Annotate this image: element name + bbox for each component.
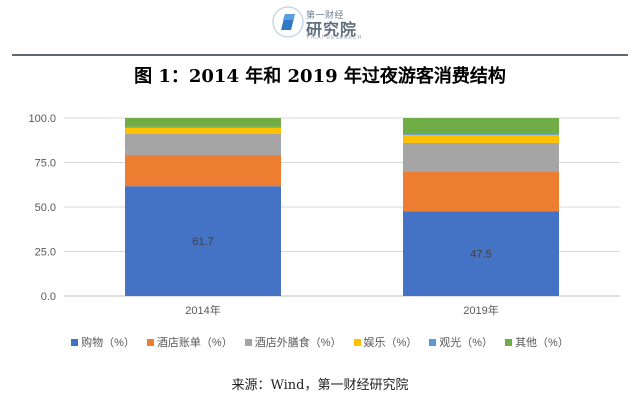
legend-item: 购物（%） <box>71 334 135 350</box>
brand-logo: 第一财经 研究院 YICAI RESEARCH <box>272 4 376 44</box>
y-tick-label: 0.0 <box>41 291 56 303</box>
bar-segment <box>403 171 559 212</box>
header-rule <box>12 54 628 56</box>
bar-segment <box>403 134 559 135</box>
bar-segment <box>403 118 559 135</box>
source-note: 来源：Wind，第一财经研究院 <box>231 378 409 393</box>
logo-top-text: 第一财经 <box>306 10 345 20</box>
y-tick-label: 25.0 <box>35 247 56 259</box>
logo-name: 研究院 <box>306 20 358 39</box>
legend-label: 酒店账单（%） <box>156 337 233 349</box>
bar-segment <box>403 134 559 143</box>
legend-label: 娱乐（%） <box>363 337 418 349</box>
y-tick-label: 50.0 <box>35 202 56 214</box>
legend-swatch <box>429 339 437 346</box>
legend-item: 观光（%） <box>429 334 493 350</box>
y-tick-label: 75.0 <box>35 158 56 170</box>
chart-legend: 购物（%） 酒店账单（%） 酒店外膳食（%） 娱乐（%） 观光（%） 其他（%） <box>0 334 640 350</box>
bar-segment <box>125 133 281 156</box>
yicai-logo-icon <box>272 6 304 38</box>
x-tick-label: 2019年 <box>463 303 498 317</box>
legend-item: 娱乐（%） <box>353 334 418 350</box>
legend-label: 购物（%） <box>81 337 135 349</box>
legend-swatch <box>353 339 361 346</box>
bar-segment <box>403 142 559 172</box>
legend-swatch <box>146 339 154 346</box>
bar-segment <box>125 186 281 296</box>
legend-label: 酒店外膳食（%） <box>254 337 342 349</box>
data-label: 47.5 <box>470 249 491 261</box>
legend-item: 酒店账单（%） <box>146 334 233 350</box>
chart-title: 图 1：2014 年和 2019 年过夜游客消费结构 <box>134 66 506 87</box>
bar-segment <box>403 211 559 296</box>
legend-swatch <box>505 339 513 346</box>
legend-swatch <box>71 339 79 346</box>
y-tick-label: 100.0 <box>28 113 56 125</box>
legend-label: 其他（%） <box>515 337 569 349</box>
bar-segment <box>125 155 281 187</box>
bar-segment <box>125 126 281 128</box>
legend-item: 酒店外膳食（%） <box>244 334 342 350</box>
legend-item: 其他（%） <box>505 334 569 350</box>
legend-swatch <box>244 339 252 346</box>
bar-segment <box>125 118 281 127</box>
legend-label: 观光（%） <box>439 337 494 349</box>
stacked-bar-chart: 0.0 25.0 50.0 75.0 100.0 61.7 2014年 47.5 2019年 <box>28 113 620 317</box>
data-label: 61.7 <box>192 236 213 248</box>
bar-segment <box>125 127 281 134</box>
logo-subtitle: YICAI RESEARCH <box>306 35 363 41</box>
x-tick-label: 2014年 <box>185 303 220 317</box>
